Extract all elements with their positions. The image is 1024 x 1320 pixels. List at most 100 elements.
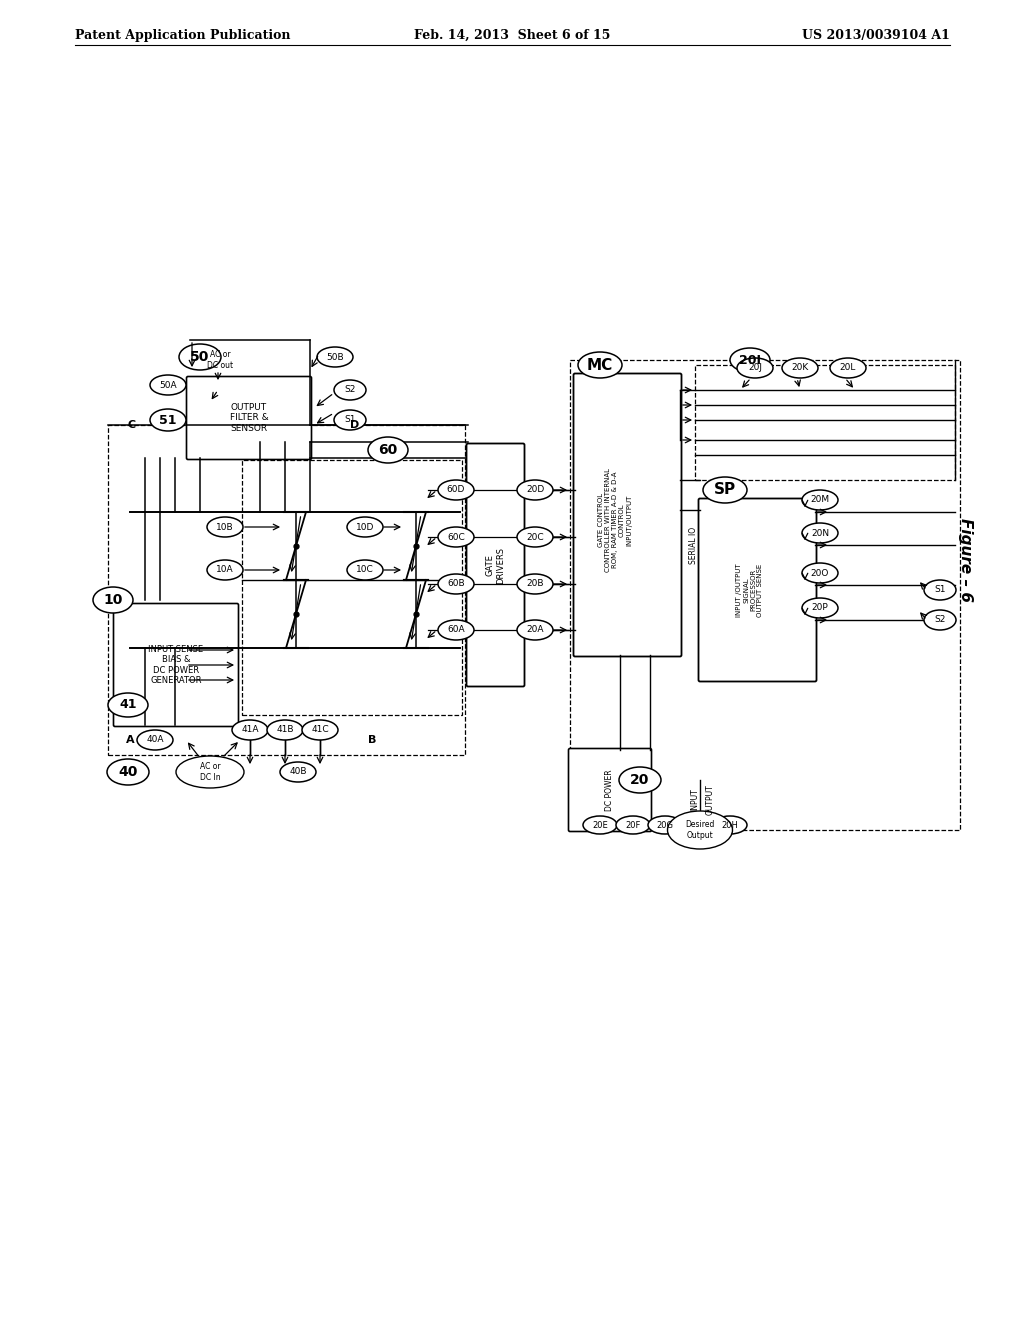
Text: 20C: 20C bbox=[526, 532, 544, 541]
Text: D: D bbox=[350, 420, 359, 430]
Ellipse shape bbox=[232, 719, 268, 741]
Text: INPUT /OUTPUT
SIGNAL
PROCESSOR
OUTPUT SENSE: INPUT /OUTPUT SIGNAL PROCESSOR OUTPUT SE… bbox=[736, 564, 764, 616]
Ellipse shape bbox=[317, 347, 353, 367]
Text: 20: 20 bbox=[631, 774, 649, 787]
Text: GATE CONTROL
CONTROLLER WITH INTERNAL
ROM, RAM TIMER A-D & D-A
CONTROL
INPUT/OUT: GATE CONTROL CONTROLLER WITH INTERNAL RO… bbox=[598, 469, 632, 572]
Ellipse shape bbox=[267, 719, 303, 741]
Ellipse shape bbox=[517, 480, 553, 500]
Text: 20O: 20O bbox=[811, 569, 829, 578]
Text: 41B: 41B bbox=[276, 726, 294, 734]
Ellipse shape bbox=[368, 437, 408, 463]
Ellipse shape bbox=[207, 517, 243, 537]
Text: 20D: 20D bbox=[526, 486, 544, 495]
Text: S2: S2 bbox=[344, 385, 355, 395]
Ellipse shape bbox=[648, 816, 682, 834]
Ellipse shape bbox=[517, 527, 553, 546]
Text: 20F: 20F bbox=[626, 821, 641, 829]
Text: Patent Application Publication: Patent Application Publication bbox=[75, 29, 291, 41]
Text: 60C: 60C bbox=[447, 532, 465, 541]
Ellipse shape bbox=[137, 730, 173, 750]
Ellipse shape bbox=[176, 756, 244, 788]
Ellipse shape bbox=[802, 490, 838, 510]
FancyBboxPatch shape bbox=[573, 374, 682, 656]
Text: 41C: 41C bbox=[311, 726, 329, 734]
Text: 20B: 20B bbox=[526, 579, 544, 589]
Ellipse shape bbox=[730, 348, 770, 372]
Ellipse shape bbox=[802, 598, 838, 618]
Text: SP: SP bbox=[714, 483, 736, 498]
Text: 20P: 20P bbox=[812, 603, 828, 612]
Text: 10A: 10A bbox=[216, 565, 233, 574]
Text: 60: 60 bbox=[379, 444, 397, 457]
Ellipse shape bbox=[93, 587, 133, 612]
Ellipse shape bbox=[334, 411, 366, 430]
Text: 41A: 41A bbox=[242, 726, 259, 734]
FancyBboxPatch shape bbox=[568, 748, 651, 832]
Text: 10B: 10B bbox=[216, 523, 233, 532]
Bar bbox=[580, 385, 675, 649]
Text: 50A: 50A bbox=[159, 380, 177, 389]
Text: 20K: 20K bbox=[792, 363, 809, 372]
Text: 60A: 60A bbox=[447, 626, 465, 635]
Text: B: B bbox=[368, 735, 376, 744]
Ellipse shape bbox=[334, 380, 366, 400]
Text: INPUT SENSE
BIAS &
DC POWER
GENERATOR: INPUT SENSE BIAS & DC POWER GENERATOR bbox=[148, 645, 204, 685]
Text: 51: 51 bbox=[160, 413, 177, 426]
Ellipse shape bbox=[438, 620, 474, 640]
Text: A: A bbox=[126, 735, 134, 744]
Text: 10C: 10C bbox=[356, 565, 374, 574]
Ellipse shape bbox=[150, 375, 186, 395]
Ellipse shape bbox=[583, 816, 617, 834]
Text: Desired
Output: Desired Output bbox=[685, 820, 715, 840]
Text: 10D: 10D bbox=[355, 523, 374, 532]
Text: 41: 41 bbox=[119, 698, 137, 711]
Ellipse shape bbox=[108, 693, 148, 717]
Text: DC POWER: DC POWER bbox=[605, 770, 614, 810]
Ellipse shape bbox=[616, 816, 650, 834]
Text: SERIAL IO: SERIAL IO bbox=[688, 527, 697, 564]
Text: 50: 50 bbox=[190, 350, 210, 364]
Ellipse shape bbox=[782, 358, 818, 378]
Ellipse shape bbox=[302, 719, 338, 741]
Ellipse shape bbox=[150, 409, 186, 432]
Bar bbox=[570, 360, 961, 830]
Ellipse shape bbox=[347, 517, 383, 537]
Text: 60B: 60B bbox=[447, 579, 465, 589]
Bar bbox=[108, 425, 465, 755]
Ellipse shape bbox=[347, 560, 383, 579]
Ellipse shape bbox=[517, 620, 553, 640]
Ellipse shape bbox=[703, 477, 746, 503]
Ellipse shape bbox=[438, 527, 474, 546]
Ellipse shape bbox=[618, 767, 662, 793]
Text: 20G: 20G bbox=[656, 821, 674, 829]
Text: AC or
DC out: AC or DC out bbox=[207, 350, 233, 370]
Ellipse shape bbox=[737, 358, 773, 378]
Ellipse shape bbox=[106, 759, 150, 785]
Text: MC: MC bbox=[587, 358, 613, 372]
Text: Feb. 14, 2013  Sheet 6 of 15: Feb. 14, 2013 Sheet 6 of 15 bbox=[414, 29, 610, 41]
Ellipse shape bbox=[207, 560, 243, 579]
Text: US 2013/0039104 A1: US 2013/0039104 A1 bbox=[802, 29, 950, 41]
Ellipse shape bbox=[924, 610, 956, 630]
Ellipse shape bbox=[179, 345, 221, 370]
Text: 20J: 20J bbox=[748, 363, 762, 372]
Text: GATE
DRIVERS: GATE DRIVERS bbox=[485, 546, 505, 583]
Text: 10: 10 bbox=[103, 593, 123, 607]
FancyBboxPatch shape bbox=[186, 376, 311, 459]
Ellipse shape bbox=[578, 352, 622, 378]
Bar bbox=[242, 459, 462, 715]
Text: 20L: 20L bbox=[840, 363, 856, 372]
Ellipse shape bbox=[802, 523, 838, 543]
Text: C: C bbox=[128, 420, 136, 430]
FancyBboxPatch shape bbox=[698, 499, 816, 681]
Text: 20M: 20M bbox=[810, 495, 829, 504]
Bar bbox=[695, 366, 955, 480]
Text: OUTPUT
FILTER &
SENSOR: OUTPUT FILTER & SENSOR bbox=[229, 403, 268, 433]
Text: INPUT: INPUT bbox=[690, 788, 699, 812]
Text: 20I: 20I bbox=[739, 354, 761, 367]
Text: 40A: 40A bbox=[146, 735, 164, 744]
Text: 40: 40 bbox=[119, 766, 137, 779]
Text: 20A: 20A bbox=[526, 626, 544, 635]
Text: Figure – 6: Figure – 6 bbox=[957, 517, 973, 602]
Text: 20H: 20H bbox=[722, 821, 738, 829]
